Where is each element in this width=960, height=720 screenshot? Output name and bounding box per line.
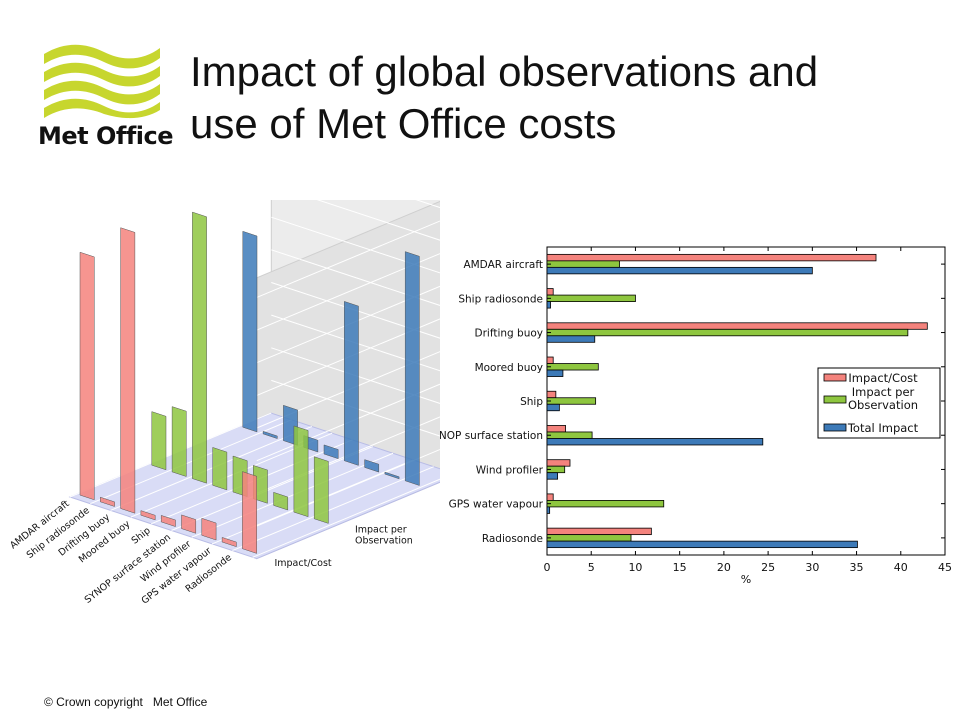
bar3d-synop-surface-station-impact-cost (181, 514, 197, 534)
x-tick-label: 15 (673, 561, 687, 574)
grid-line (256, 200, 440, 331)
bar-wind-profiler-impact-cost (546, 459, 571, 467)
bar3d-drifting-buoy-impact-per-observation (192, 211, 207, 484)
bar-gps-water-vapour-total-impact (546, 506, 551, 514)
floor-grid (191, 452, 394, 538)
grid-line (256, 216, 440, 364)
bar3d-ship-total-impact (323, 444, 339, 460)
bar3d-gps-water-vapour-total-impact (384, 471, 400, 480)
grid-line (256, 249, 440, 396)
bar-gps-water-vapour-impact-cost (546, 493, 554, 501)
row-label-impact-per-observation: Impact per Observation (355, 524, 413, 546)
legend-swatch-total-impact (823, 423, 847, 432)
y-label-synop-surface-station: SYNOP surface station (440, 430, 543, 442)
y-label-ship: Ship (520, 396, 543, 408)
floor-grid (252, 478, 440, 558)
bar3d-radiosonde-total-impact (404, 251, 420, 486)
grid-line (256, 282, 440, 429)
x-tick-label: 40 (894, 561, 908, 574)
horizontal-bar-chart: AMDAR aircraft Ship radiosonde Drifting bu… (440, 246, 952, 586)
x-tick-label: 35 (850, 561, 864, 574)
legend-label-impact-per-observation: Impact per Observation (848, 385, 918, 412)
bar-amdar-aircraft-total-impact (546, 266, 813, 275)
bar-ship-radiosonde-impact-per-observation (546, 294, 636, 302)
x-tick-label: 25 (761, 561, 775, 574)
bar3d-gps-water-vapour-impact-per-observation (293, 425, 309, 518)
bar3d-ship-radiosonde-impact-cost (100, 496, 115, 507)
grid-line (256, 200, 440, 298)
floor-grid (232, 466, 434, 552)
bar-ship-radiosonde-total-impact (546, 301, 551, 309)
x-tick-label: 5 (588, 561, 595, 574)
bar-moored-buoy-impact-per-observation (546, 363, 599, 371)
floor-grid (110, 425, 313, 511)
bar3d-drifting-buoy-impact-cost (120, 227, 136, 514)
bar-synop-surface-station-impact-per-observation (546, 431, 593, 439)
bar3d-moored-buoy-impact-per-observation (212, 447, 228, 491)
bar-drifting-buoy-total-impact (546, 335, 596, 343)
page-title: Impact of global observations and use of… (190, 46, 818, 150)
legend-label-total-impact: Total Impact (847, 421, 919, 435)
copyright-footer: © Crown copyright Met Office (44, 695, 208, 709)
floor-grid (69, 412, 272, 498)
bar3d-amdar-aircraft-impact-cost (79, 251, 95, 501)
row-label-impact-cost: Impact/Cost (274, 558, 331, 569)
bar3d-ship-radiosonde-total-impact (262, 430, 278, 439)
bar-ship-impact-per-observation (546, 397, 597, 405)
title-line-2: use of Met Office costs (190, 100, 617, 147)
bar-synop-surface-station-impact-cost (546, 425, 566, 433)
category-label-ship: Ship (130, 525, 153, 546)
bar-ship-impact-cost (546, 390, 557, 399)
legend-swatch-impact-per-observation (823, 395, 847, 404)
bar-amdar-aircraft-impact-cost (546, 253, 877, 262)
y-label-amdar-aircraft: AMDAR aircraft (463, 259, 543, 271)
bar-moored-buoy-total-impact (546, 369, 564, 377)
bar-amdar-aircraft-impact-per-observation (546, 260, 620, 268)
bar-synop-surface-station-total-impact (546, 438, 764, 446)
bar-wind-profiler-total-impact (546, 472, 559, 480)
bar-radiosonde-total-impact (546, 540, 858, 549)
x-tick-label: 20 (717, 561, 731, 574)
y-label-moored-buoy: Moored buoy (475, 362, 543, 374)
x-tick-label: 0 (544, 561, 551, 574)
legend-label-impact-cost: Impact/Cost (848, 371, 918, 385)
grid-line (256, 314, 440, 462)
bar3d-amdar-aircraft-impact-per-observation (151, 411, 167, 471)
bar-drifting-buoy-impact-per-observation (546, 328, 909, 337)
bar-ship-total-impact (546, 403, 560, 412)
title-line-1: Impact of global observations and (190, 48, 819, 95)
y-label-drifting-buoy: Drifting buoy (475, 328, 543, 340)
bar3d-wind-profiler-impact-per-observation (273, 491, 289, 511)
y-label-radiosonde: Radiosonde (482, 533, 543, 545)
bar3d-wind-profiler-impact-cost (201, 517, 217, 541)
x-tick-label: 45 (938, 561, 952, 574)
wave-logo-icon (44, 44, 160, 119)
bar3d-ship-impact-cost (160, 515, 176, 527)
x-tick-label: 10 (628, 561, 642, 574)
bar-ship-radiosonde-impact-cost (546, 288, 554, 296)
bar3d-wind-profiler-total-impact (364, 459, 380, 473)
x-tick-label: 30 (805, 561, 819, 574)
bar3d-gps-water-vapour-impact-cost (221, 537, 237, 548)
logo-text: Met Office (38, 122, 174, 150)
bar3d-synop-surface-station-total-impact (344, 301, 359, 466)
floor-grid (171, 446, 373, 531)
x-axis-label: % (741, 573, 751, 586)
bar-drifting-buoy-impact-cost (546, 322, 928, 330)
y-label-gps-water-vapour: GPS water vapour (449, 499, 544, 511)
bar3d-ship-radiosonde-impact-per-observation (171, 406, 187, 477)
met-office-logo: Met Office (38, 40, 174, 160)
bar3d-moored-buoy-impact-cost (140, 510, 156, 521)
bar-radiosonde-impact-cost (546, 527, 652, 536)
bar3d-amdar-aircraft-total-impact (242, 230, 258, 433)
bar3d-radiosonde-impact-per-observation (313, 456, 329, 524)
bar3d-radiosonde-impact-cost (242, 471, 257, 554)
bar-moored-buoy-impact-cost (546, 356, 554, 364)
y-label-wind-profiler: Wind profiler (476, 464, 544, 476)
bar-gps-water-vapour-impact-per-observation (546, 500, 665, 508)
legend-swatch-impact-cost (823, 373, 847, 382)
bar-radiosonde-impact-per-observation (546, 534, 632, 542)
y-label-ship-radiosonde: Ship radiosonde (458, 293, 543, 305)
